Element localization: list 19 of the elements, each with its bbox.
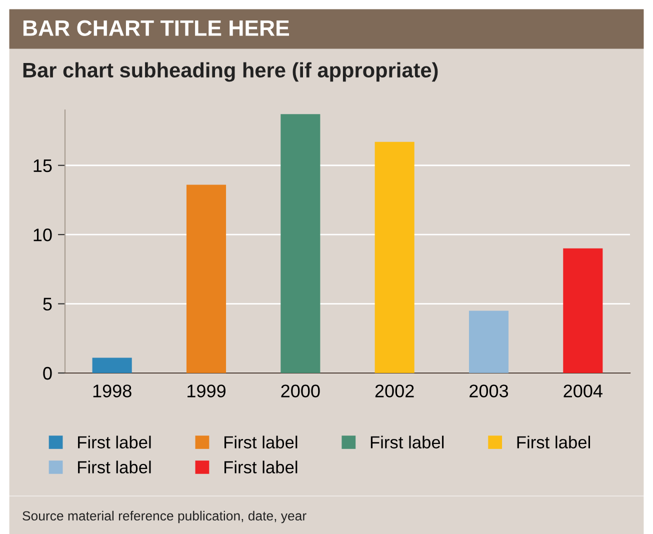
x-tick-label: 2004 [564,384,602,398]
x-tick-label: 2002 [375,384,414,398]
legend-label: First label [224,460,298,474]
x-tick-label: 2000 [281,384,320,398]
x-tick-label: 1999 [188,384,226,398]
y-tick-label: 10 [34,228,52,242]
legend-label: First label [78,460,151,474]
legend-label: First label [78,436,151,448]
y-tick-label: 0 [43,366,52,380]
x-tick-label: 2003 [470,384,508,398]
legend-label: First label [224,436,298,448]
y-tick-label: 5 [43,298,52,311]
legend-label: First label [517,436,590,448]
chart-title: BAR CHART TITLE HERE [23,20,290,36]
chart-subtitle: Bar chart subheading here (if appropriate) [23,62,438,82]
legend-label: First label [370,436,444,448]
y-tick-label: 15 [34,159,52,172]
x-tick-label: 1998 [93,384,132,398]
source-note: Source material reference publication, date, year [22,510,306,524]
